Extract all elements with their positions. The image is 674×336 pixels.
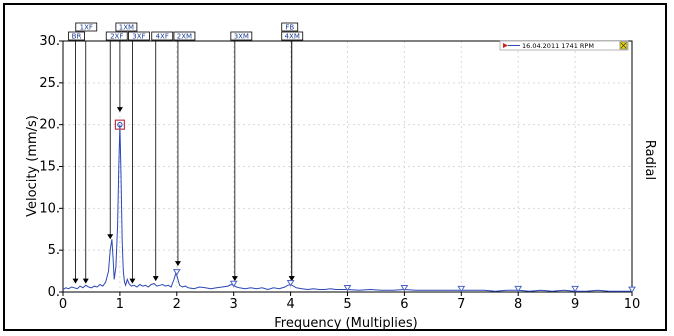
annotation-box <box>115 22 138 32</box>
annotation-label: 1XF <box>80 24 93 32</box>
annotation-arrow <box>152 276 159 282</box>
annotation-box <box>105 31 128 41</box>
legend-close-x <box>620 42 627 49</box>
annotation-arrow <box>129 278 136 284</box>
y-tick-label: 10. <box>39 201 60 216</box>
annotation-box <box>151 31 174 41</box>
annotation-box <box>281 31 304 41</box>
annotation-box <box>68 31 85 41</box>
harmonic-marker <box>571 285 579 293</box>
annotation-label: 4XF <box>156 33 169 41</box>
x-tick-label: 7 <box>457 297 465 312</box>
annotation-box <box>281 22 299 32</box>
annotation-label: 1XM <box>119 24 134 32</box>
harmonic-marker <box>172 269 181 276</box>
x-tick-label: 4 <box>286 297 294 312</box>
annotation-box <box>75 22 98 32</box>
x-tick-label: 9 <box>571 297 579 312</box>
peak-marker-dot <box>117 121 123 128</box>
annotation-box <box>128 31 150 41</box>
peak-marker <box>114 119 126 130</box>
x-tick-label: 1 <box>116 297 124 312</box>
harmonic-marker <box>400 284 409 292</box>
legend-label: 16.04.2011 1741 RPM <box>522 42 594 50</box>
tick-labels: 0 1 2 3 4 5 6 7 8 9 10 0. 5. 10. 15. 20. 25. 30. <box>39 34 640 312</box>
y-tick-label: 0. <box>48 285 60 300</box>
x-tick-label: 6 <box>400 297 408 312</box>
annotation-box <box>230 31 253 41</box>
harmonic-marker <box>286 279 295 287</box>
annotation-label: 4XM <box>285 33 300 41</box>
y-tick-label: 30. <box>39 34 60 49</box>
x-tick-label: 5 <box>343 297 351 312</box>
legend-marker <box>503 43 508 48</box>
grid <box>63 41 632 292</box>
y-tick-label: 20. <box>39 118 60 133</box>
annotation-label: 3XM <box>234 33 249 41</box>
annotation-arrow <box>174 261 181 267</box>
annotation-label: 2XM <box>177 33 192 41</box>
series-layer <box>62 124 632 292</box>
harmonic-marker <box>514 285 523 293</box>
annotation-arrow <box>288 276 295 282</box>
annotation-label: FB <box>285 24 294 32</box>
y-axis-title: Velocity (mm/s) <box>25 115 40 217</box>
annotation-arrow <box>116 107 123 113</box>
annotation-label: 3XF <box>132 33 145 41</box>
marker-layer <box>114 119 636 294</box>
series-line <box>62 124 632 292</box>
harmonic-marker <box>229 280 238 288</box>
harmonic-marker <box>628 286 636 294</box>
y-tick-label: 25. <box>39 76 60 91</box>
x-axis-title: Frequency (Multiplies) <box>274 316 417 331</box>
legend: 16.04.2011 1741 RPM <box>499 40 629 51</box>
annotation-label: 2XF <box>110 33 123 41</box>
y-tick-label: 15. <box>39 160 60 175</box>
annotation-arrow <box>72 278 79 284</box>
annotation-box <box>173 31 196 41</box>
x-tick-label: 8 <box>514 297 522 312</box>
x-tick-label: 0 <box>59 297 67 312</box>
annotation-arrow <box>107 234 114 240</box>
harmonic-marker <box>343 284 352 292</box>
legend-box <box>499 40 629 51</box>
x-tick-label: 3 <box>230 297 238 312</box>
x-tick-label: 10 <box>624 297 641 312</box>
x-tick-label: 2 <box>173 297 181 312</box>
annotation-label: BR <box>72 33 82 41</box>
annotation-arrow <box>82 278 89 284</box>
y-tick-label: 5. <box>48 243 60 258</box>
annotation-arrow <box>231 276 238 282</box>
side-label-radial: Radial <box>642 140 657 180</box>
harmonic-marker <box>457 285 466 293</box>
